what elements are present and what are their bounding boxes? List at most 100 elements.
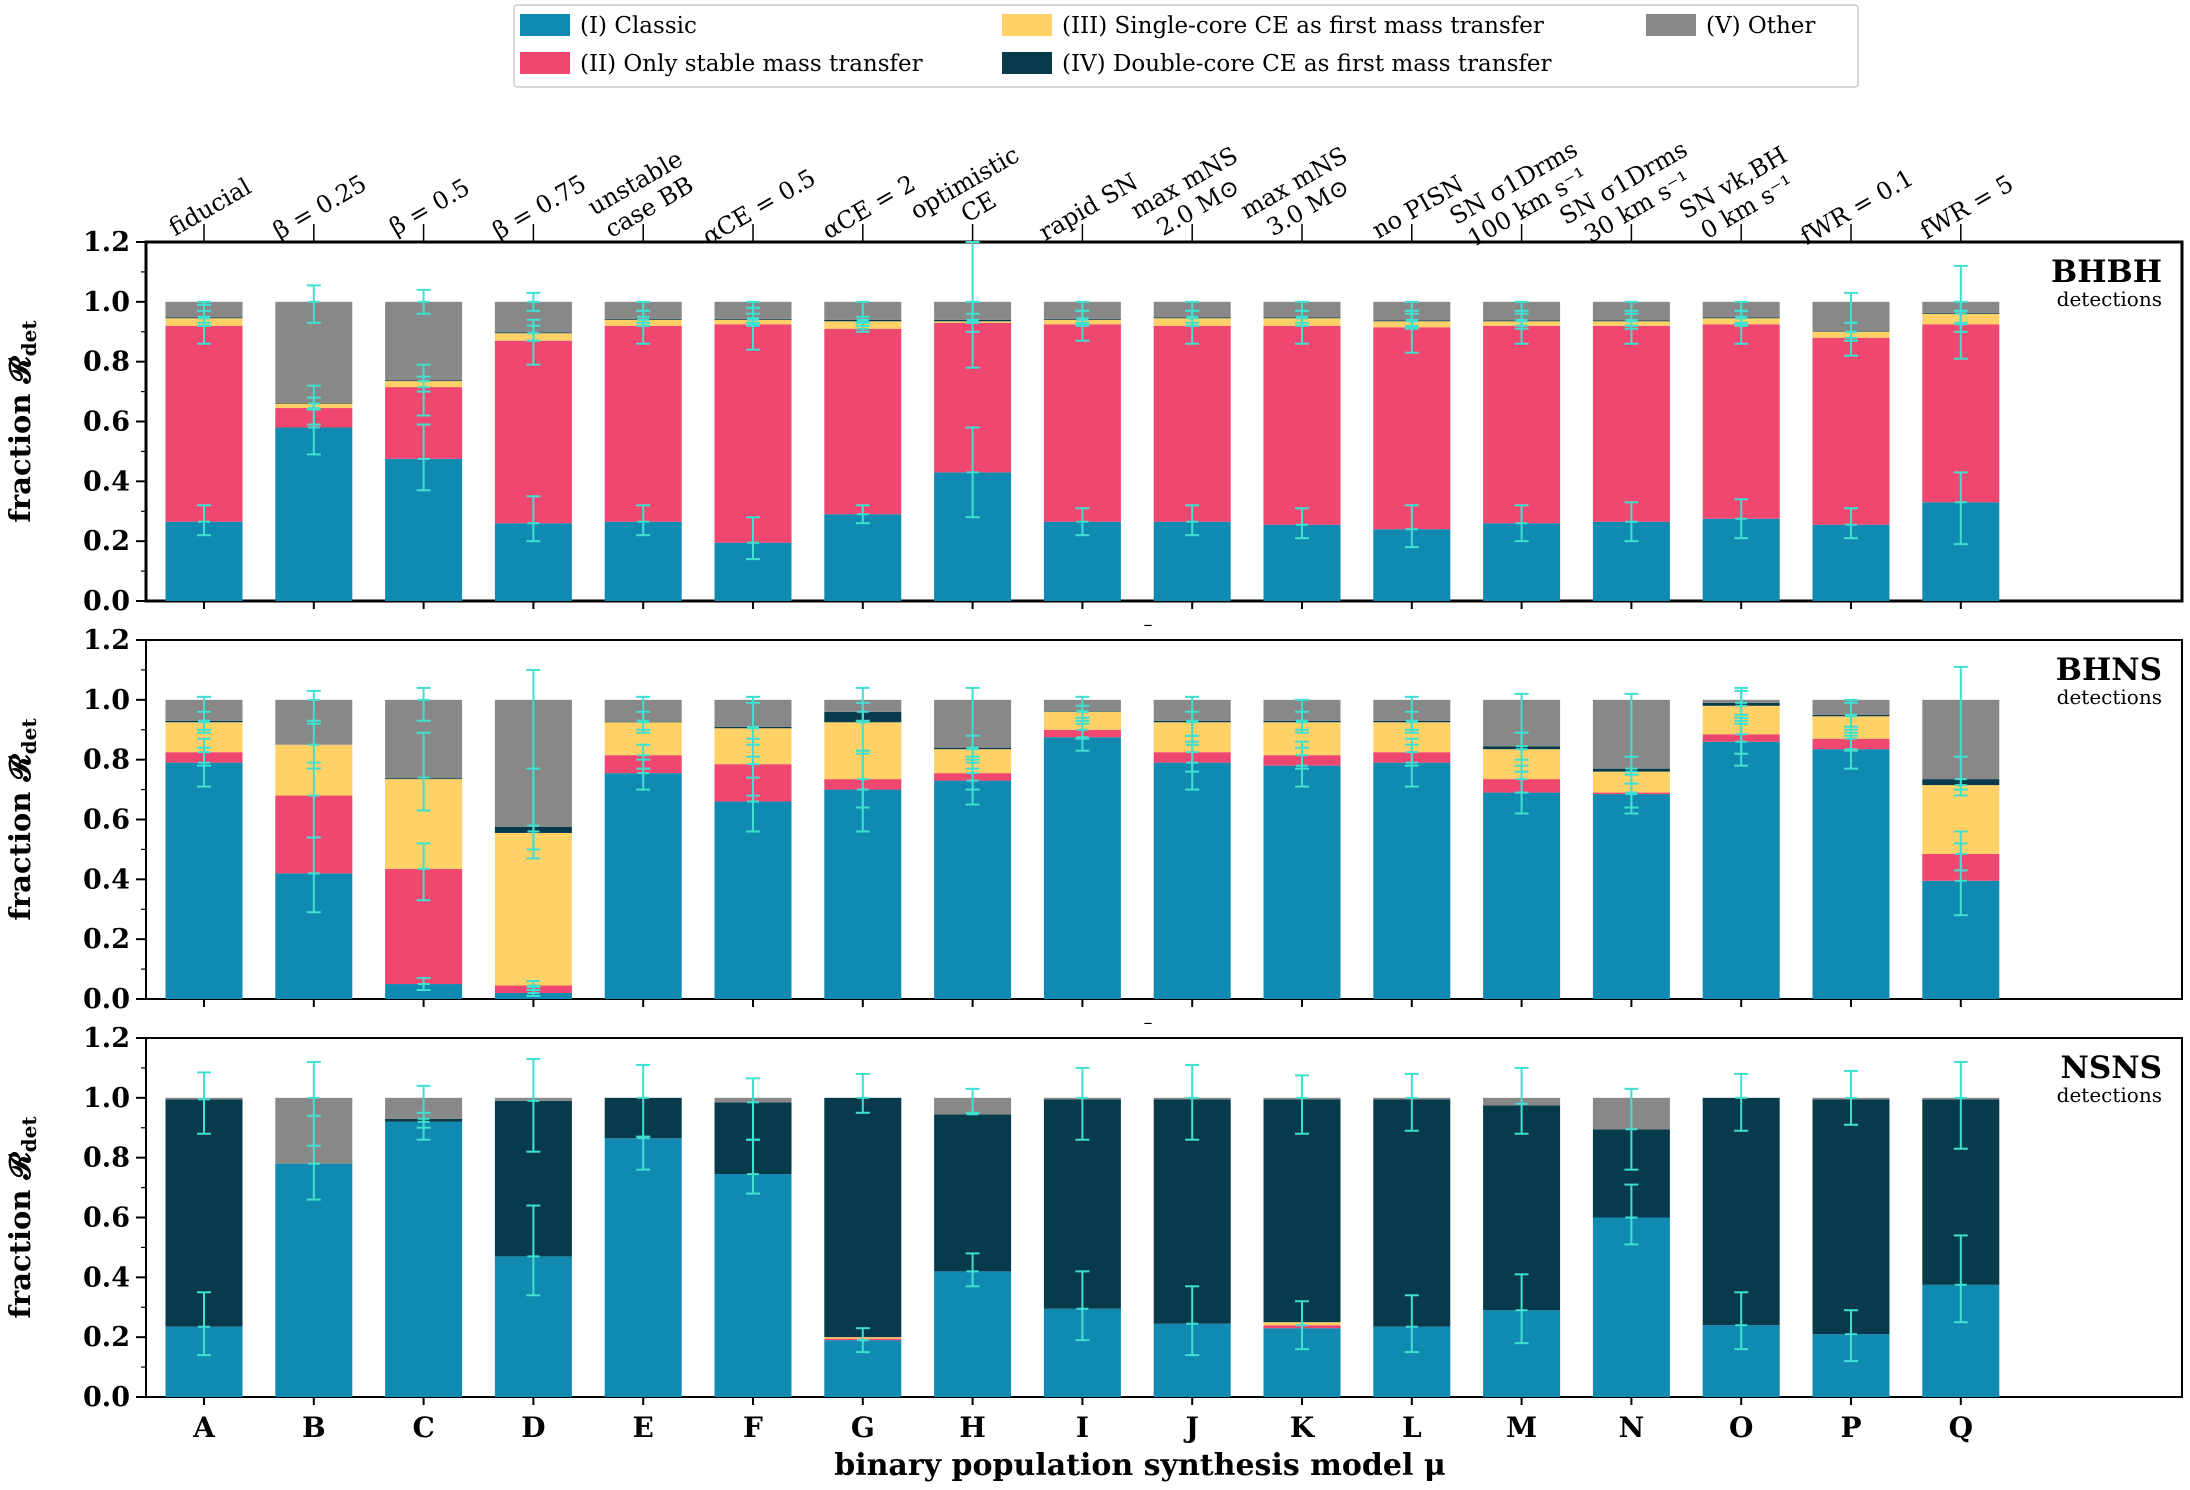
bar-segment: [934, 1271, 1012, 1397]
y-axis-label: fraction 𝓡det: [3, 718, 41, 921]
model-name-text: rapid SN: [1034, 168, 1143, 247]
bar-segment: [1483, 792, 1561, 999]
y-axis-label-sub: det: [17, 320, 41, 357]
bar-segment: [1812, 749, 1890, 999]
model-name-line: β = 0.75: [488, 169, 591, 245]
model-name-label: unstablecase BB: [583, 145, 701, 246]
x-tick-label: C: [412, 1411, 434, 1444]
bar-segment: [604, 325, 682, 522]
bar-segment: [1263, 1099, 1341, 1323]
bar-segment: [1702, 324, 1780, 519]
bar-segment: [1702, 741, 1780, 999]
bar-segment: [275, 1163, 353, 1397]
panel-title: BHNS: [2056, 652, 2162, 688]
bar-segment: [1483, 325, 1561, 524]
legend-swatch: [520, 52, 570, 74]
bar-segment: [1812, 1099, 1890, 1335]
legend-box: [513, 4, 1859, 88]
model-name-text: fWR = 0.1: [1796, 164, 1918, 251]
model-name-text: β = 0.25: [268, 169, 371, 245]
model-name-line: β = 0.5: [385, 173, 475, 241]
bar-segment: [604, 1138, 682, 1397]
model-name-label: αCE = 2: [817, 169, 920, 245]
bar-segment: [824, 1097, 902, 1338]
legend-label: (IV) Double-core CE as first mass transf…: [1062, 51, 1552, 77]
panel-title: NSNS: [2061, 1050, 2162, 1086]
model-name-line: αCE = 2: [817, 169, 920, 245]
panel-subtitle: detections: [2057, 287, 2162, 311]
panel-subtitle: detections: [2057, 685, 2162, 709]
y-tick-label: 0.6: [83, 805, 130, 836]
model-name-text: optimisticCE: [905, 141, 1037, 250]
x-tick-label: A: [192, 1411, 216, 1444]
y-tick-label: 0.8: [83, 347, 130, 378]
bar-segment: [1373, 762, 1451, 999]
model-name-label: β = 0.75: [488, 169, 591, 245]
model-name-label: fiducial: [164, 172, 256, 241]
legend-swatch: [1002, 14, 1052, 36]
y-tick-label: 0.6: [83, 407, 130, 438]
model-name-label: max mNS2.0 M⊙: [1126, 141, 1244, 242]
y-tick-label: 0.0: [83, 1382, 130, 1413]
x-axis-label: binary population synthesis model μ: [834, 1448, 1446, 1483]
bar-segment: [934, 780, 1012, 999]
legend-swatch: [1002, 52, 1052, 74]
bar-segment: [494, 340, 572, 524]
y-tick-label: 0.0: [83, 586, 130, 617]
bar-segment: [1373, 1099, 1451, 1327]
y-tick-label: 0.8: [83, 1143, 130, 1174]
model-name-labels: fiducial β = 0.25 β = 0.5 β = 0.75unstablec…: [164, 135, 2019, 252]
model-name-line: αCE = 0.5: [698, 164, 821, 251]
bar-segment: [1592, 794, 1670, 999]
bar-segment: [1592, 1217, 1670, 1397]
y-tick-label: 0.4: [83, 466, 130, 497]
legend-swatch: [520, 14, 570, 36]
bar-segment: [824, 328, 902, 515]
legend-label: (V) Other: [1706, 13, 1815, 39]
y-tick-label: 1.0: [83, 287, 130, 318]
x-tick-label: E: [633, 1411, 654, 1444]
model-name-label: fWR = 5: [1916, 169, 2019, 244]
legend: (I) Classic (II) Only stable mass transfe…: [513, 4, 1859, 88]
bar-segment: [165, 1099, 243, 1327]
bar-segment: [714, 1174, 792, 1397]
y-axis-label-sub: det: [17, 718, 41, 755]
y-tick-label: 0.2: [83, 1322, 130, 1353]
x-tick-label: J: [1183, 1411, 1199, 1444]
model-name-label: αCE = 0.5: [698, 164, 821, 251]
legend-label: (I) Classic: [580, 13, 697, 39]
model-name-line: rapid SN: [1034, 168, 1143, 247]
model-name-label: fWR = 0.1: [1796, 164, 1918, 251]
model-name-text: β = 0.75: [488, 169, 591, 245]
model-name-label: β = 0.5: [385, 173, 475, 241]
model-name-line: β = 0.25: [268, 169, 371, 245]
bar-segment: [714, 324, 792, 543]
bar-segment: [1373, 327, 1451, 530]
bar-segment: [934, 1114, 1012, 1272]
model-name-label: max mNS3.0 M⊙: [1236, 141, 1367, 249]
y-tick-label: 0.4: [83, 864, 130, 895]
model-name-label: β = 0.25: [268, 169, 371, 245]
y-tick-label: 1.2: [83, 625, 130, 656]
y-tick-label: 0.2: [83, 924, 130, 955]
bar-segment: [385, 1121, 463, 1397]
model-name-text: unstablecase BB: [583, 145, 701, 246]
y-axis-label: fraction 𝓡det: [3, 1116, 41, 1319]
legend-label: (II) Only stable mass transfer: [580, 51, 923, 77]
model-name-text: max mNS3.0 M⊙: [1236, 141, 1367, 249]
model-name-line: fWR = 0.1: [1796, 164, 1918, 251]
bar-segment: [1263, 325, 1341, 525]
model-name-text: β = 0.5: [385, 173, 475, 241]
bar-segment: [1812, 337, 1890, 525]
bar-segment: [275, 427, 353, 601]
y-tick-label: 0.6: [83, 1203, 130, 1234]
bar-segment: [824, 514, 902, 601]
y-tick-label: 0.2: [83, 526, 130, 557]
x-tick-label: K: [1290, 1411, 1316, 1444]
model-name-label: optimisticCE: [905, 141, 1037, 250]
x-tick-label: D: [521, 1411, 545, 1444]
x-tick-label: M: [1506, 1411, 1537, 1444]
x-tick-label: H: [959, 1411, 985, 1444]
